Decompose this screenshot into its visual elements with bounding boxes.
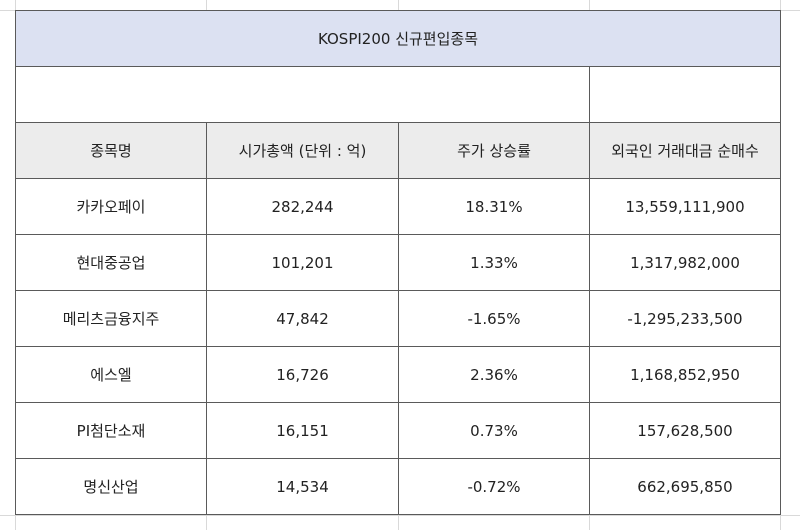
column-header-foreign-net[interactable]: 외국인 거래대금 순매수 bbox=[589, 122, 781, 179]
blank-merged-cell[interactable] bbox=[15, 66, 590, 123]
column-header-name[interactable]: 종목명 bbox=[15, 122, 207, 179]
cell-name[interactable]: 에스엘 bbox=[15, 346, 207, 403]
cell-change[interactable]: 18.31% bbox=[398, 178, 590, 235]
cell-change[interactable]: 1.33% bbox=[398, 234, 590, 291]
cell-foreign-net[interactable]: 662,695,850 bbox=[589, 458, 781, 515]
cell-foreign-net[interactable]: -1,295,233,500 bbox=[589, 290, 781, 347]
cell-market-cap[interactable]: 16,151 bbox=[206, 402, 399, 459]
cell-name[interactable]: 메리츠금융지주 bbox=[15, 290, 207, 347]
cell-foreign-net[interactable]: 1,317,982,000 bbox=[589, 234, 781, 291]
cell-change[interactable]: 0.73% bbox=[398, 402, 590, 459]
cell-change[interactable]: 2.36% bbox=[398, 346, 590, 403]
cell-change[interactable]: -0.72% bbox=[398, 458, 590, 515]
cell-change[interactable]: -1.65% bbox=[398, 290, 590, 347]
cell-foreign-net[interactable]: 1,168,852,950 bbox=[589, 346, 781, 403]
column-header-change[interactable]: 주가 상승률 bbox=[398, 122, 590, 179]
cell-name[interactable]: PI첨단소재 bbox=[15, 402, 207, 459]
cell-market-cap[interactable]: 282,244 bbox=[206, 178, 399, 235]
cell-market-cap[interactable]: 47,842 bbox=[206, 290, 399, 347]
cell-name[interactable]: 현대중공업 bbox=[15, 234, 207, 291]
cell-market-cap[interactable]: 14,534 bbox=[206, 458, 399, 515]
table-title[interactable]: KOSPI200 신규편입종목 bbox=[15, 10, 781, 67]
cell-name[interactable]: 카카오페이 bbox=[15, 178, 207, 235]
cell-market-cap[interactable]: 16,726 bbox=[206, 346, 399, 403]
cell-market-cap[interactable]: 101,201 bbox=[206, 234, 399, 291]
cell-foreign-net[interactable]: 13,559,111,900 bbox=[589, 178, 781, 235]
cell-name[interactable]: 명신산업 bbox=[15, 458, 207, 515]
gridline bbox=[0, 515, 800, 516]
column-header-market-cap[interactable]: 시가총액 (단위 : 억) bbox=[206, 122, 399, 179]
cell-foreign-net[interactable]: 157,628,500 bbox=[589, 402, 781, 459]
blank-cell[interactable] bbox=[589, 66, 781, 123]
